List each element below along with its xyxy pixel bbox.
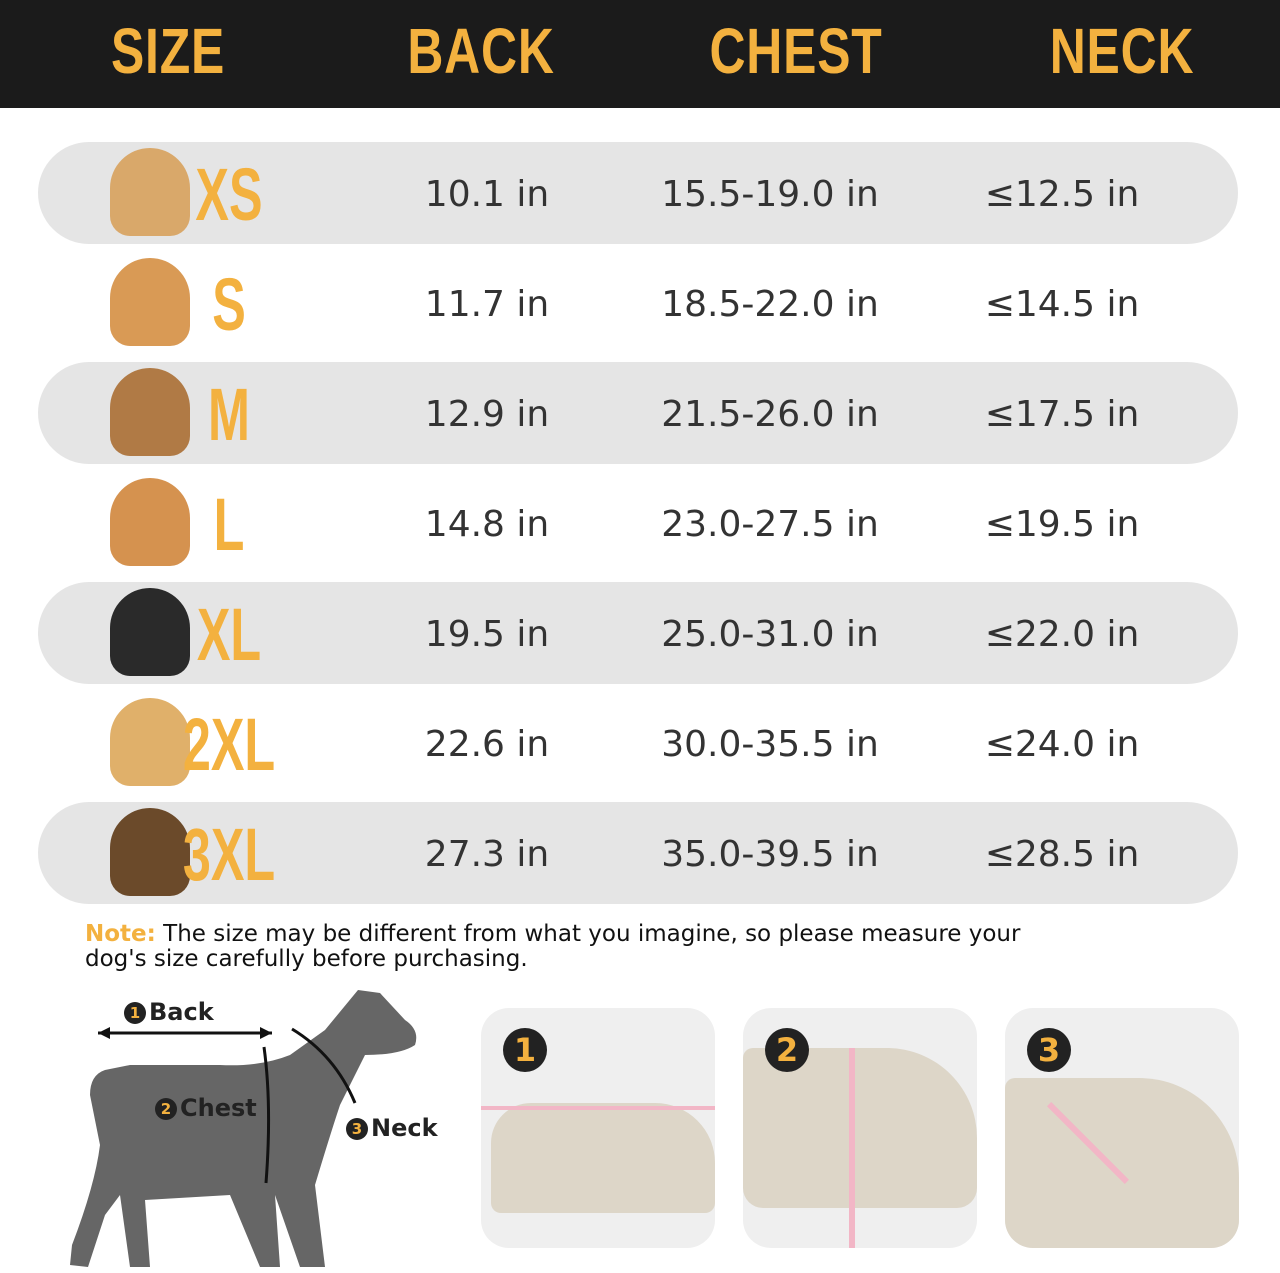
size-label: 2XL (182, 703, 276, 786)
neck-value: ≤12.5 in (984, 174, 1140, 215)
neck-value: ≤19.5 in (984, 504, 1140, 545)
label-neck: 3 Neck (346, 1114, 438, 1142)
size-label: 3XL (182, 813, 276, 896)
back-value: 22.6 in (424, 724, 550, 765)
size-row-xl: XL 19.5 in 25.0-31.0 in ≤22.0 in (38, 582, 1238, 684)
size-label: XL (196, 593, 262, 676)
golden-retriever-photo (110, 698, 190, 786)
measure-neck-photo: 3 (1005, 1008, 1239, 1248)
step-badge: 3 (1027, 1028, 1071, 1072)
chest-value: 18.5-22.0 in (661, 284, 879, 325)
chest-value: 23.0-27.5 in (661, 504, 879, 545)
chest-value: 35.0-39.5 in (661, 834, 879, 875)
step-badge: 2 (765, 1028, 809, 1072)
german-shepherd-photo (110, 808, 190, 896)
back-value: 14.8 in (424, 504, 550, 545)
header-chest: CHEST (709, 15, 883, 87)
header-back: BACK (407, 15, 555, 87)
step-badge: 1 (503, 1028, 547, 1072)
back-value: 10.1 in (424, 174, 550, 215)
note-label: Note: (85, 921, 156, 947)
size-label: XS (195, 153, 263, 236)
chest-value: 21.5-26.0 in (661, 394, 879, 435)
chest-value: 30.0-35.5 in (661, 724, 879, 765)
chest-value: 15.5-19.0 in (661, 174, 879, 215)
size-row-xs: XS 10.1 in 15.5-19.0 in ≤12.5 in (38, 142, 1238, 244)
size-row-s: S 11.7 in 18.5-22.0 in ≤14.5 in (38, 252, 1238, 354)
label-back: 1 Back (124, 998, 214, 1026)
neck-value: ≤22.0 in (984, 614, 1140, 655)
note: Note: The size may be different from wha… (85, 922, 1085, 972)
back-value: 27.3 in (424, 834, 550, 875)
label-chest: 2 Chest (155, 1094, 257, 1122)
size-row-2xl: 2XL 22.6 in 30.0-35.5 in ≤24.0 in (38, 692, 1238, 794)
header-size: SIZE (110, 15, 226, 87)
back-value: 12.9 in (424, 394, 550, 435)
chest-value: 25.0-31.0 in (661, 614, 879, 655)
poodle-photo (110, 368, 190, 456)
header-neck: NECK (1049, 15, 1195, 87)
size-label: S (212, 263, 246, 346)
neck-value: ≤28.5 in (984, 834, 1140, 875)
measure-back-photo: 1 (481, 1008, 715, 1248)
table-header: SIZE BACK CHEST NECK (0, 0, 1280, 108)
neck-value: ≤24.0 in (984, 724, 1140, 765)
size-row-l: L 14.8 in 23.0-27.5 in ≤19.5 in (38, 472, 1238, 574)
neck-arrow (291, 1027, 357, 1104)
dog-measurement-diagram (70, 990, 417, 1267)
measure-chest-photo: 2 (743, 1008, 977, 1248)
maltipoo-photo (110, 258, 190, 346)
neck-value: ≤14.5 in (984, 284, 1140, 325)
back-value: 19.5 in (424, 614, 550, 655)
size-label: L (213, 483, 245, 566)
chest-arrow (262, 1046, 271, 1184)
border-collie-photo (110, 588, 190, 676)
size-row-3xl: 3XL 27.3 in 35.0-39.5 in ≤28.5 in (38, 802, 1238, 904)
size-row-m: M 12.9 in 21.5-26.0 in ≤17.5 in (38, 362, 1238, 464)
neck-value: ≤17.5 in (984, 394, 1140, 435)
note-text: The size may be different from what you … (85, 921, 1021, 972)
size-label: M (208, 373, 250, 456)
chihuahua-photo (110, 148, 190, 236)
back-value: 11.7 in (424, 284, 550, 325)
corgi-photo (110, 478, 190, 566)
